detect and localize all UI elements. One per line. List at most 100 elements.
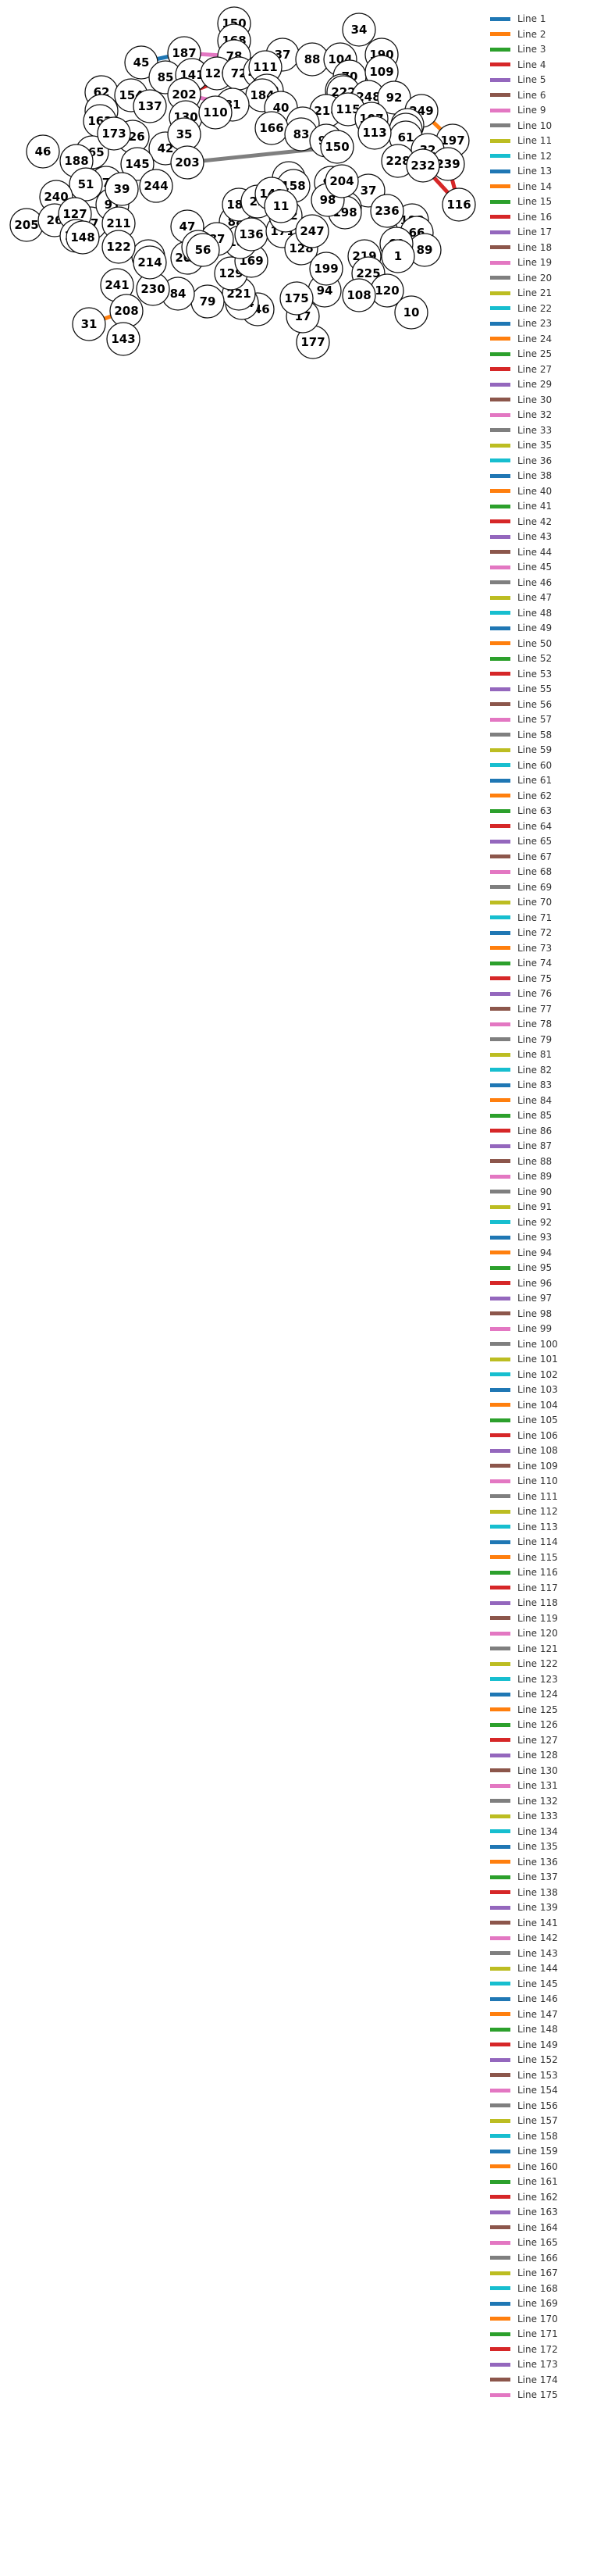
legend-swatch: [490, 2332, 510, 2336]
legend-label: Line 20: [517, 272, 553, 284]
legend-swatch: [490, 2378, 510, 2382]
legend-label: Line 41: [517, 501, 553, 512]
legend-item: Line 3: [490, 42, 546, 56]
legend-item: Line 97: [490, 1291, 552, 1305]
legend-item: Line 106: [490, 1429, 558, 1443]
legend-item: Line 120: [490, 1626, 558, 1640]
legend-swatch: [490, 2179, 510, 2184]
legend-label: Line 101: [517, 1354, 558, 1365]
legend-label: Line 36: [517, 455, 553, 466]
legend-item: Line 93: [490, 1230, 552, 1244]
legend-label: Line 62: [517, 790, 553, 801]
legend-item: Line 70: [490, 895, 552, 909]
legend-item: Line 117: [490, 1581, 558, 1595]
legend-item: Line 100: [490, 1337, 558, 1351]
legend-item: Line 105: [490, 1413, 558, 1427]
legend-label: Line 148: [517, 2024, 558, 2035]
legend-label: Line 13: [517, 166, 553, 177]
legend-label: Line 42: [517, 516, 553, 527]
legend-swatch: [490, 1372, 510, 1376]
legend-swatch: [490, 260, 510, 265]
node-label: 11: [273, 199, 290, 213]
legend-swatch: [490, 1265, 510, 1270]
legend-label: Line 142: [517, 1932, 558, 1943]
legend-swatch: [490, 398, 510, 401]
legend-swatch: [490, 763, 510, 767]
node-circle: [72, 307, 106, 341]
legend-swatch: [490, 961, 510, 965]
legend-swatch: [490, 16, 510, 21]
legend-label: Line 50: [517, 637, 553, 649]
legend-item: Line 10: [490, 119, 552, 133]
legend-item: Line 131: [490, 1779, 558, 1793]
graph-node: 136: [234, 217, 268, 252]
legend-item: Line 128: [490, 1748, 558, 1762]
node-circle: [105, 172, 139, 206]
legend-label: Line 88: [517, 1155, 553, 1167]
graph-node: 137: [133, 89, 167, 123]
node-circle: [170, 145, 204, 180]
legend-label: Line 87: [517, 1140, 553, 1151]
node-circle: [295, 214, 329, 248]
legend-swatch: [490, 93, 510, 97]
graph-node: 205: [9, 208, 44, 242]
legend-item: Line 122: [490, 1657, 558, 1671]
node-circle: [406, 148, 440, 183]
legend-swatch: [490, 276, 510, 280]
node-label: 47: [179, 219, 196, 234]
legend-label: Line 25: [517, 348, 553, 359]
node-label: 108: [347, 288, 371, 302]
node-label: 98: [320, 193, 336, 207]
graph-node: 88: [295, 42, 329, 77]
legend-swatch: [490, 2301, 510, 2306]
legend-swatch: [490, 2149, 510, 2153]
legend-label: Line 60: [517, 759, 553, 771]
legend-label: Line 68: [517, 866, 553, 877]
legend-swatch: [490, 184, 510, 188]
node-label: 40: [273, 101, 290, 115]
legend-label: Line 23: [517, 318, 553, 329]
legend-item: Line 164: [490, 2221, 558, 2235]
legend-label: Line 78: [517, 1019, 553, 1029]
legend-label: Line 46: [517, 576, 553, 588]
legend-item: Line 23: [490, 316, 552, 330]
legend-swatch: [490, 230, 510, 234]
node-label: 241: [105, 278, 129, 292]
legend-label: Line 144: [517, 1963, 558, 1974]
node-label: 89: [417, 243, 433, 257]
legend-swatch: [490, 1296, 510, 1300]
legend-swatch: [490, 1936, 510, 1940]
legend-swatch: [490, 1433, 510, 1437]
legend-swatch: [490, 885, 510, 889]
legend-label: Line 119: [517, 1612, 558, 1624]
node-label: 1: [394, 249, 402, 263]
legend-label: Line 64: [517, 820, 553, 832]
legend-label: Line 146: [517, 1993, 558, 2004]
legend-swatch: [490, 337, 510, 341]
legend-label: Line 108: [517, 1445, 558, 1456]
legend-swatch: [490, 778, 510, 783]
node-label: 109: [369, 65, 393, 79]
node-label: 115: [336, 102, 360, 116]
legend-swatch: [490, 656, 510, 661]
legend-swatch: [490, 611, 510, 615]
node-label: 148: [70, 230, 94, 244]
legend-item: Line 89: [490, 1169, 552, 1183]
legend-label: Line 175: [517, 2389, 558, 2400]
node-label: 214: [137, 255, 162, 269]
legend-item: Line 92: [490, 1215, 552, 1229]
legend-item: Line 88: [490, 1154, 552, 1168]
legend-item: Line 169: [490, 2296, 558, 2310]
legend-label: Line 1: [517, 13, 546, 24]
graph-node: 31: [72, 307, 106, 341]
legend-item: Line 63: [490, 804, 552, 818]
legend-item: Line 49: [490, 621, 552, 635]
legend-item: Line 68: [490, 865, 552, 879]
node-label: 137: [137, 99, 162, 113]
legend-item: Line 112: [490, 1504, 558, 1518]
legend-label: Line 48: [517, 607, 553, 619]
graph-node: 247: [295, 214, 329, 248]
graph-node: 239: [431, 147, 465, 181]
node-label: 120: [375, 284, 399, 298]
legend-swatch: [490, 351, 510, 356]
